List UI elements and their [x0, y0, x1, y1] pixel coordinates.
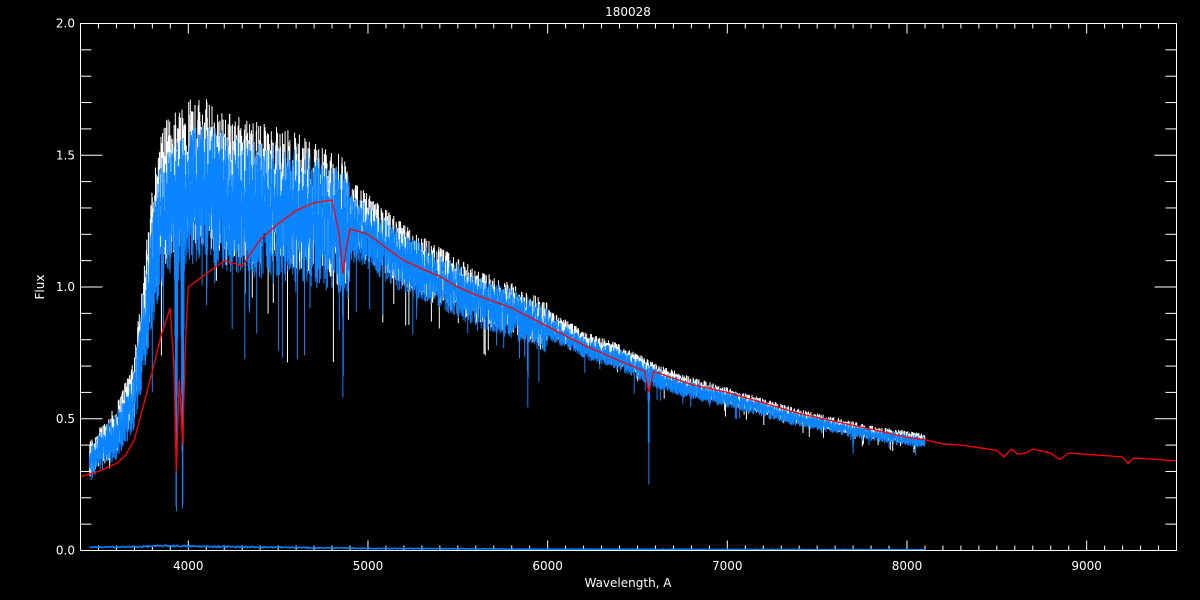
y-tick-label: 0.0	[56, 544, 75, 558]
axis-ticks: 4000 5000 6000 7000 8000 9000 0.0 0.5 1.0 1.5 2.0	[56, 17, 1177, 573]
y-tick-label: 1.5	[56, 148, 75, 162]
error-spectrum-line	[89, 543, 925, 551]
chart-title: 180028	[605, 5, 651, 19]
model-spectrum-line	[80, 199, 1177, 478]
y-tick-label: 0.5	[56, 412, 75, 426]
x-tick-label: 5000	[353, 559, 384, 573]
x-axis-label: Wavelength, A	[584, 576, 672, 590]
x-tick-label: 8000	[892, 559, 923, 573]
y-axis-label: Flux	[33, 275, 47, 300]
x-tick-label: 6000	[532, 559, 563, 573]
x-tick-label: 4000	[173, 559, 204, 573]
observed-spectrum-blue	[89, 124, 926, 512]
series-group	[80, 99, 1177, 551]
x-tick-label: 9000	[1071, 559, 1102, 573]
plot-frame	[80, 23, 1177, 551]
y-tick-label: 1.0	[56, 280, 75, 294]
y-tick-label: 2.0	[56, 17, 75, 31]
x-tick-label: 7000	[712, 559, 743, 573]
